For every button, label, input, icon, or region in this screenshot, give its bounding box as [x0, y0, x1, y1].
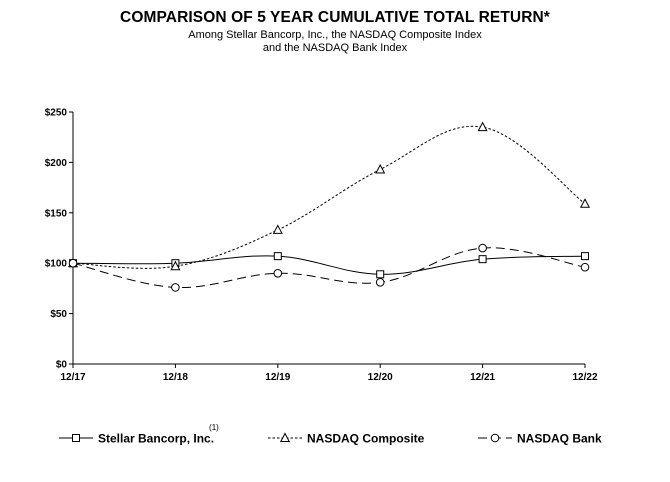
data-point-nasdaq-bank — [580, 262, 590, 272]
y-tick-label: $100 — [45, 259, 68, 270]
data-point-nasdaq-bank — [68, 258, 78, 268]
series-line-nasdaq-composite — [72, 125, 586, 269]
data-point-stellar-bancorp — [478, 255, 487, 264]
data-point-nasdaq-composite — [170, 260, 181, 271]
chart-title: COMPARISON OF 5 YEAR CUMULATIVE TOTAL RE… — [120, 9, 550, 26]
legend-item-nasdaq-bank: NASDAQ Bank — [478, 432, 602, 446]
series-line-stellar-bancorp — [72, 255, 586, 275]
data-point-nasdaq-composite — [477, 121, 488, 132]
legend-footnote-stellar-bancorp: (1) — [209, 423, 219, 432]
x-tick-label: 12/21 — [470, 372, 495, 383]
x-tick-label: 12/19 — [265, 372, 290, 383]
data-point-stellar-bancorp — [376, 270, 385, 279]
legend-marker-nasdaq-bank — [490, 433, 500, 443]
legend-marker-nasdaq-composite — [279, 432, 291, 442]
data-point-nasdaq-composite — [375, 163, 386, 174]
series-nasdaq-composite — [67, 121, 591, 271]
data-point-nasdaq-composite — [579, 198, 591, 208]
y-tick-label: $50 — [50, 309, 67, 320]
legend-item-nasdaq-composite: NASDAQ Composite — [268, 432, 425, 446]
chart-subtitle-line-1: Among Stellar Bancorp, Inc., the NASDAQ … — [188, 29, 482, 41]
data-point-nasdaq-bank — [375, 278, 385, 287]
data-point-nasdaq-bank — [171, 283, 180, 292]
data-point-nasdaq-bank — [273, 268, 283, 278]
legend-label-nasdaq-bank: NASDAQ Bank — [517, 432, 602, 446]
y-tick-label: $0 — [56, 360, 68, 371]
data-point-nasdaq-composite — [272, 224, 283, 234]
x-tick-label: 12/20 — [368, 372, 393, 383]
series-line-nasdaq-bank — [72, 247, 586, 288]
x-tick-label: 12/17 — [60, 372, 85, 383]
y-tick-label: $250 — [45, 108, 68, 119]
y-tick-label: $150 — [45, 208, 68, 219]
chart-subtitle-line-2: and the NASDAQ Bank Index — [262, 42, 408, 54]
data-point-stellar-bancorp — [273, 252, 282, 261]
data-point-nasdaq-bank — [478, 243, 487, 253]
x-tick-label: 12/18 — [163, 372, 188, 383]
series-layer — [67, 121, 591, 292]
legend-label-nasdaq-composite: NASDAQ Composite — [307, 432, 425, 446]
data-point-stellar-bancorp — [581, 252, 589, 261]
legend-marker-stellar-bancorp — [72, 434, 80, 442]
y-tick-label: $200 — [45, 158, 68, 169]
legend-item-stellar-bancorp: Stellar Bancorp, Inc.(1) — [59, 423, 219, 446]
chart-axes: $0 $50 $100 $150 $200 $250 12/17 12/18 12/19 12/2… — [45, 108, 598, 384]
chart-legend: Stellar Bancorp, Inc.(1) NASDAQ Composite… — [59, 423, 602, 446]
legend-label-stellar-bancorp: Stellar Bancorp, Inc. — [98, 432, 214, 446]
series-nasdaq-bank — [68, 243, 590, 292]
series-stellar-bancorp — [69, 252, 589, 279]
x-tick-label: 12/22 — [572, 372, 597, 383]
